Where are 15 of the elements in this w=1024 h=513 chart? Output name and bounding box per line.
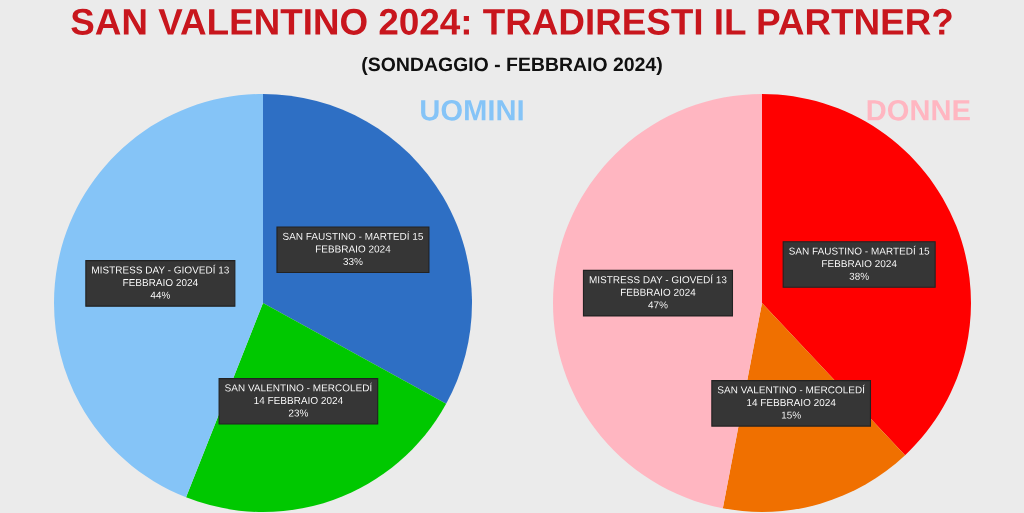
slice-label: MISTRESS DAY - GIOVEDÍ 13 FEBBRAIO 2024 [589,274,727,296]
data-label: 44% [150,291,170,299]
data-label: 23% [288,409,309,417]
slice-label: SAN VALENTINO - MERCOLEDÍ 14 FEBBRAIO 2024 [225,382,373,405]
slice-label: SAN FAUSTINO - MARTEDÍ 15 FEBBRAIO 2024 [789,245,930,268]
data-label: 47% [648,301,668,309]
slice-label: SAN VALENTINO - MERCOLEDÍ 14 FEBBRAIO 2024 [717,384,865,407]
text: SAN VALENTINO 2024: TRADIRESTI IL PARTNER? [71,8,952,35]
text: (SONDAGGIO - FEBBRAIO 2024) [362,56,662,76]
data-label: 15% [781,411,801,419]
slice-label: MISTRESS DAY - GIOVEDÍ 13 FEBBRAIO 2024 [92,264,229,287]
data-label: 33% [343,257,363,266]
chart-title: UOMINI [421,99,523,121]
slice-label: SAN FAUSTINO - MARTEDÍ 15 FEBBRAIO 2024 [282,231,424,253]
data-label: 38% [849,272,869,280]
